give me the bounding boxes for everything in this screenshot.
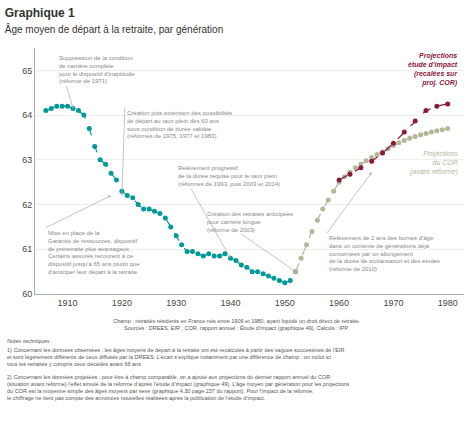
svg-text:1980: 1980 xyxy=(438,298,458,308)
svg-text:Graphique 1Âge moyen de départ: Graphique 1Âge moyen de départ à la retr… xyxy=(5,6,223,35)
svg-text:Mise en place de laGarantie de: Mise en place de laGarantie de ressource… xyxy=(48,230,140,275)
svg-text:1940: 1940 xyxy=(220,298,240,308)
svg-text:63: 63 xyxy=(22,155,32,165)
svg-text:1910: 1910 xyxy=(58,298,78,308)
svg-text:61: 61 xyxy=(22,244,32,254)
svg-text:1930: 1930 xyxy=(166,298,186,308)
svg-text:1920: 1920 xyxy=(112,298,132,308)
svg-text:Suppression de la conditionde: Suppression de la conditionde carrière c… xyxy=(59,55,135,84)
svg-text:Projectionsétude d'impact(reca: Projectionsétude d'impact(recalées surpr… xyxy=(408,52,458,87)
svg-text:Champ : retraités résidents en: Champ : retraités résidents en France né… xyxy=(113,318,361,331)
svg-text:Création des retraites anticip: Création des retraites anticipéespour ca… xyxy=(207,211,293,233)
svg-text:65: 65 xyxy=(22,66,32,76)
svg-text:1950: 1950 xyxy=(275,298,295,308)
svg-text:62: 62 xyxy=(22,200,32,210)
svg-text:Projectionsdu COR(avant réform: Projectionsdu COR(avant réforme) xyxy=(410,150,458,176)
svg-text:Relèvement de 2 ans des bornes: Relèvement de 2 ans des bornes d'âgedans… xyxy=(329,235,440,272)
svg-text:1) Concernant les données obse: 1) Concernant les données observées : le… xyxy=(7,347,345,367)
svg-text:64: 64 xyxy=(22,110,32,120)
svg-text:Relèvement progressifde la dur: Relèvement progressifde la durée requise… xyxy=(178,165,280,187)
svg-text:1970: 1970 xyxy=(383,298,403,308)
svg-text:60: 60 xyxy=(22,289,32,299)
svg-text:1960: 1960 xyxy=(329,298,349,308)
svg-text:Création puis extension des po: Création puis extension des possibilités… xyxy=(127,110,232,139)
svg-text:Notes techniques :: Notes techniques : xyxy=(7,338,53,344)
svg-text:2) Concernant les données proj: 2) Concernant les données projetées : po… xyxy=(7,374,350,401)
